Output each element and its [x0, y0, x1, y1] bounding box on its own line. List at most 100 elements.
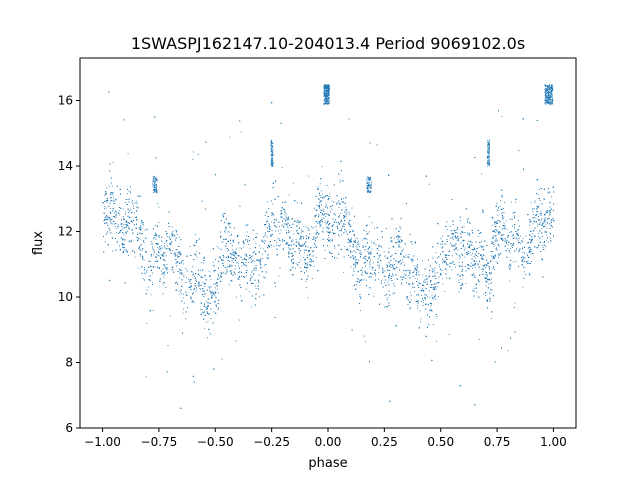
data-point: [205, 301, 207, 302]
data-point: [522, 286, 524, 288]
data-point: [410, 259, 412, 261]
data-point: [331, 226, 332, 228]
data-point: [121, 244, 123, 245]
data-point: [365, 273, 367, 275]
data-point: [553, 203, 554, 205]
data-point: [450, 230, 452, 232]
data-point: [399, 242, 401, 243]
data-point: [549, 214, 551, 216]
data-point: [262, 253, 264, 255]
data-point: [391, 241, 393, 243]
data-point: [296, 221, 298, 223]
data-point: [157, 251, 159, 252]
data-point: [520, 235, 521, 237]
data-point: [359, 280, 361, 282]
data-point: [551, 218, 553, 220]
data-point: [264, 232, 266, 234]
data-point: [226, 250, 228, 252]
data-point: [316, 204, 318, 206]
data-point: [455, 266, 456, 268]
data-point: [358, 243, 360, 245]
data-point: [409, 301, 411, 303]
data-point: [512, 261, 514, 263]
data-point: [524, 271, 525, 273]
data-point: [244, 257, 245, 259]
data-point: [354, 264, 356, 266]
data-point: [304, 266, 306, 267]
data-point: [253, 238, 254, 240]
data-point: [378, 271, 380, 273]
data-point: [125, 221, 127, 223]
data-point: [318, 198, 320, 199]
data-point: [503, 212, 505, 214]
data-point: [178, 237, 180, 238]
data-point: [329, 193, 331, 195]
data-point: [335, 214, 336, 216]
data-point: [444, 290, 446, 292]
data-point: [231, 254, 233, 256]
data-point: [230, 222, 232, 224]
data-point: [483, 245, 485, 247]
data-point: [299, 246, 301, 247]
data-point: [165, 241, 167, 243]
data-point: [427, 304, 429, 306]
data-point: [354, 263, 356, 265]
data-point: [106, 187, 108, 189]
data-point: [511, 242, 512, 244]
data-point: [473, 265, 474, 267]
data-point: [465, 282, 467, 284]
data-point: [300, 232, 302, 234]
data-point: [228, 284, 230, 286]
data-point: [213, 283, 214, 285]
data-point: [512, 247, 513, 248]
data-point: [273, 214, 274, 216]
data-point: [373, 295, 375, 297]
data-point: [161, 245, 163, 247]
data-point: [258, 288, 260, 290]
data-point: [304, 262, 306, 264]
data-point: [243, 243, 245, 245]
data-point: [304, 242, 306, 244]
data-point: [505, 220, 507, 222]
data-point: [516, 238, 518, 240]
data-point: [200, 262, 202, 264]
data-point: [255, 288, 257, 289]
data-point: [104, 208, 105, 210]
data-point: [417, 305, 419, 307]
data-point: [274, 221, 276, 223]
data-point: [166, 264, 168, 265]
data-point: [414, 265, 416, 267]
data-point: [513, 237, 515, 239]
data-point: [350, 240, 351, 242]
data-point: [119, 214, 121, 216]
data-point: [224, 230, 226, 232]
data-point: [474, 257, 476, 259]
data-point: [409, 292, 411, 294]
data-point: [285, 229, 287, 231]
data-point: [300, 237, 302, 239]
data-point: [150, 266, 152, 267]
data-point: [112, 250, 114, 252]
data-point: [468, 218, 469, 220]
data-point: [154, 266, 156, 268]
data-point: [180, 291, 181, 293]
data-point: [292, 182, 294, 184]
data-point: [540, 210, 542, 212]
data-point: [318, 223, 320, 225]
data-point: [127, 153, 129, 155]
data-point: [121, 229, 122, 231]
data-point: [436, 272, 438, 274]
data-point: [276, 226, 278, 228]
data-point: [248, 262, 250, 263]
data-point: [493, 246, 495, 247]
data-point: [199, 275, 200, 276]
data-point: [414, 242, 416, 244]
data-point: [112, 162, 114, 163]
data-point: [330, 231, 331, 233]
data-point: [491, 278, 493, 280]
data-point: [451, 230, 452, 232]
data-point: [478, 339, 480, 340]
data-point: [405, 278, 407, 280]
data-point: [249, 255, 251, 257]
data-point: [408, 275, 410, 276]
